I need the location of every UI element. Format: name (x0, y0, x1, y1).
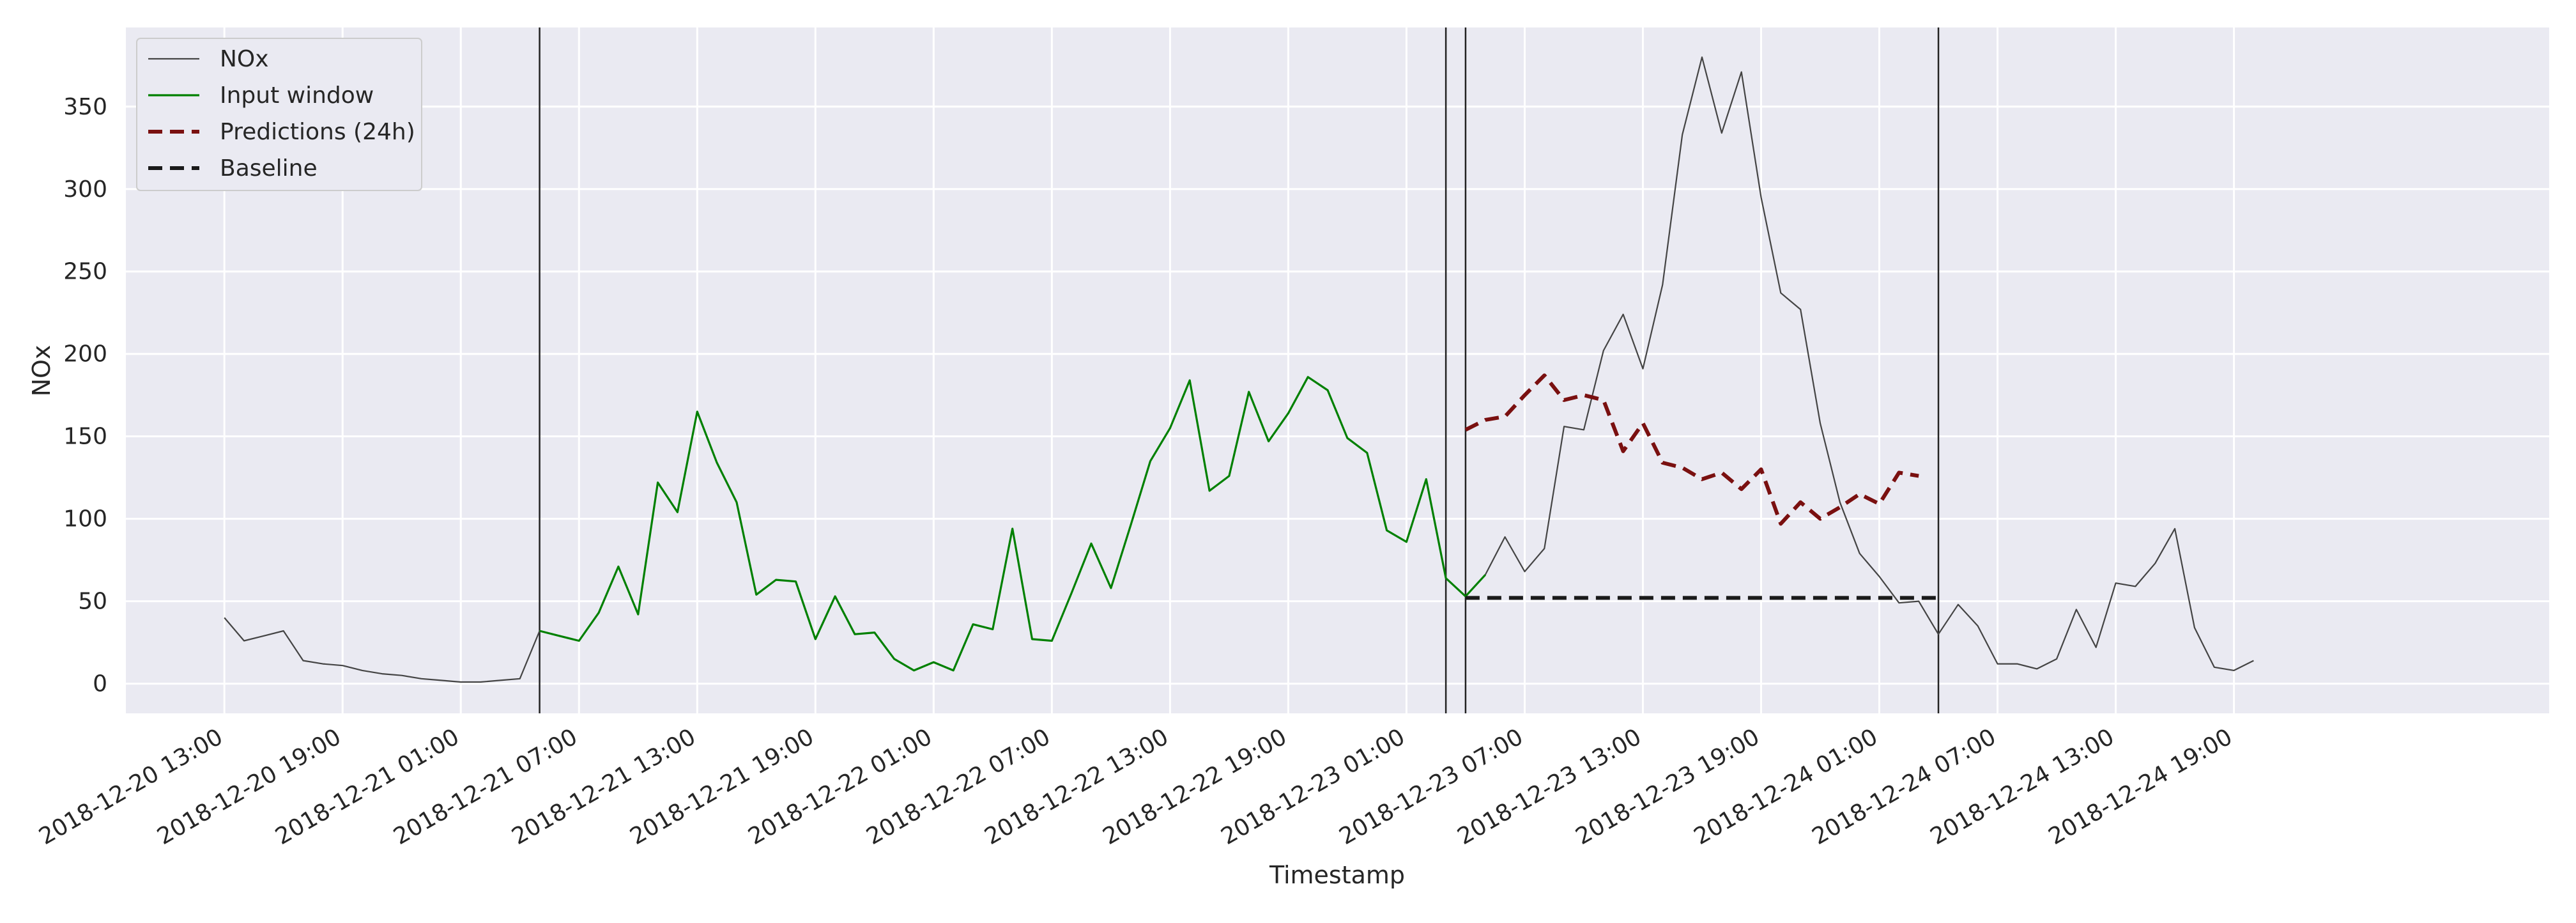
y-tick-label: 50 (78, 589, 107, 615)
plot-background (126, 27, 2549, 713)
y-tick-label: 350 (63, 94, 107, 120)
legend-label: Baseline (220, 155, 318, 182)
y-tick-label: 300 (63, 176, 107, 203)
y-tick-label: 100 (63, 506, 107, 532)
y-axis-label: NOx (27, 345, 56, 397)
legend-label: Input window (220, 82, 374, 109)
legend-label: NOx (220, 46, 269, 72)
series-line-input-window (539, 376, 1486, 672)
legend-box (136, 38, 422, 191)
y-tick-label: 0 (93, 671, 107, 697)
y-tick-label: 200 (63, 341, 107, 368)
y-tick-labels: 0 50 100 150 200 250 300 350 (63, 94, 107, 697)
x-axis-label: Timestamp (1269, 861, 1405, 889)
series-lines (224, 56, 2254, 683)
y-tick-label: 150 (63, 424, 107, 450)
y-tick-label: 250 (63, 259, 107, 285)
legend: NOx Input window Predictions (24h) Baseline (136, 38, 422, 191)
series-line-predictions-24h (1464, 373, 1919, 526)
legend-label: Predictions (24h) (220, 119, 415, 145)
